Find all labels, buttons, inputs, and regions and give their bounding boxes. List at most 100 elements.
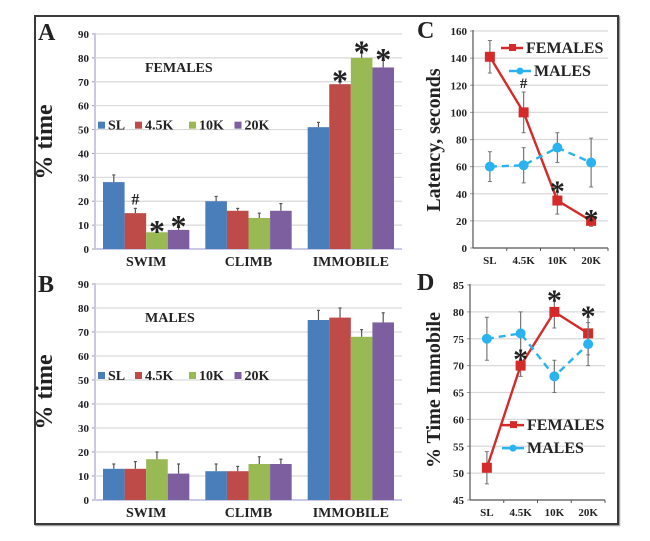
y-tick-label: 75 bbox=[453, 334, 465, 346]
y-tick-label: 60 bbox=[453, 414, 465, 426]
bar bbox=[167, 473, 190, 500]
significance-marker: * bbox=[375, 41, 391, 77]
significance-marker: # bbox=[131, 191, 139, 208]
bar bbox=[270, 464, 292, 500]
bar bbox=[350, 336, 373, 500]
legend-label: FEMALES bbox=[527, 417, 604, 434]
bar bbox=[124, 213, 147, 249]
significance-marker: * bbox=[581, 300, 596, 333]
y-tick-label: 120 bbox=[451, 80, 468, 92]
bar bbox=[124, 468, 147, 500]
panel-letter: B bbox=[38, 272, 54, 298]
x-tick-label: SL bbox=[480, 507, 493, 519]
significance-marker: * bbox=[171, 208, 187, 244]
bar bbox=[103, 468, 125, 500]
data-point bbox=[481, 462, 492, 473]
bar bbox=[248, 464, 271, 500]
bar bbox=[226, 471, 249, 500]
bar bbox=[248, 217, 271, 249]
panel-letter: C bbox=[417, 18, 434, 44]
x-tick-label: 10K bbox=[548, 255, 568, 267]
legend-marker bbox=[509, 444, 517, 452]
bar bbox=[167, 229, 190, 249]
y-tick-label: 70 bbox=[453, 361, 465, 373]
y-tick-label: 0 bbox=[84, 495, 90, 507]
data-point bbox=[552, 142, 563, 153]
significance-marker: * bbox=[584, 203, 599, 236]
legend-label: 4.5K bbox=[145, 369, 174, 384]
legend-swatch bbox=[234, 121, 242, 129]
y-axis-label: Latency, seconds bbox=[423, 68, 445, 212]
panel-letter: A bbox=[38, 20, 56, 46]
panel-c: C Latency, seconds 0 20 40 60 80 100 120 140 160 SL… bbox=[417, 18, 609, 267]
bar bbox=[226, 210, 249, 249]
series-line-females bbox=[485, 310, 589, 469]
y-tick-label: 100 bbox=[451, 107, 468, 119]
y-tick-label: 0 bbox=[84, 244, 90, 256]
bar bbox=[307, 127, 330, 249]
legend-label: SL bbox=[108, 119, 125, 134]
y-tick-label: 70 bbox=[78, 327, 90, 339]
y-tick-label: 10 bbox=[78, 471, 90, 483]
y-tick-label: 160 bbox=[451, 26, 468, 38]
data-point bbox=[552, 195, 563, 206]
data-point bbox=[583, 339, 594, 350]
data-point bbox=[484, 161, 495, 172]
bar bbox=[270, 210, 292, 249]
significance-marker: * bbox=[513, 343, 528, 376]
y-tick-label: 20 bbox=[456, 216, 468, 228]
legend-marker bbox=[509, 44, 516, 51]
bar bbox=[205, 471, 227, 500]
legend-swatch bbox=[98, 121, 105, 129]
x-tick-label: 20K bbox=[581, 255, 601, 267]
y-tick-label: 45 bbox=[453, 495, 465, 507]
bar bbox=[372, 322, 394, 500]
y-tick-label: 90 bbox=[78, 279, 90, 291]
legend-swatch bbox=[189, 121, 196, 129]
x-tick-label: 20K bbox=[578, 507, 598, 519]
data-point bbox=[549, 371, 560, 382]
bar bbox=[372, 67, 394, 249]
data-point bbox=[518, 160, 529, 171]
y-axis-label: % time bbox=[32, 354, 58, 430]
data-point bbox=[586, 215, 597, 226]
legend-label: 10K bbox=[199, 369, 224, 384]
y-tick-label: 40 bbox=[78, 399, 90, 411]
y-tick-label: 60 bbox=[456, 162, 468, 174]
significance-marker: * bbox=[332, 62, 348, 98]
legend-label: FEMALES bbox=[526, 40, 603, 57]
y-tick-label: 140 bbox=[451, 53, 468, 65]
y-tick-label: 0 bbox=[462, 243, 468, 255]
legend-marker bbox=[516, 67, 524, 75]
y-tick-label: 60 bbox=[78, 351, 90, 363]
x-tick-label: 4.5K bbox=[509, 507, 532, 519]
legend-swatch bbox=[135, 121, 142, 129]
figure-frame bbox=[34, 15, 619, 525]
series-line-females bbox=[488, 56, 592, 222]
x-tick-label: CLIMB bbox=[225, 506, 272, 521]
y-tick-label: 65 bbox=[453, 388, 465, 400]
panel-title: FEMALES bbox=[145, 61, 213, 76]
y-tick-label: 20 bbox=[78, 196, 90, 208]
legend-label: 20K bbox=[245, 369, 270, 384]
y-tick-label: 50 bbox=[78, 375, 90, 387]
panel-d: D % Time Immobile 45 50 55 60 65 70 75 80 85 SL 4.5K… bbox=[417, 270, 606, 519]
y-tick-label: 50 bbox=[453, 468, 465, 480]
legend-label: 10K bbox=[199, 119, 224, 134]
x-tick-label: SWIM bbox=[126, 506, 166, 521]
significance-marker: * bbox=[547, 284, 562, 317]
x-tick-label: IMMOBILE bbox=[313, 255, 389, 270]
legend-swatch bbox=[189, 372, 196, 379]
bar bbox=[205, 201, 227, 249]
y-tick-label: 20 bbox=[78, 447, 90, 459]
x-tick-label: SL bbox=[483, 255, 496, 267]
data-point bbox=[484, 51, 495, 62]
y-tick-label: 30 bbox=[78, 423, 90, 435]
significance-marker: * bbox=[550, 175, 565, 208]
data-point bbox=[586, 157, 597, 168]
x-tick-label: 10K bbox=[545, 507, 565, 519]
legend-label: 4.5K bbox=[145, 119, 174, 134]
y-tick-label: 10 bbox=[78, 220, 90, 232]
y-tick-label: 80 bbox=[456, 135, 468, 147]
